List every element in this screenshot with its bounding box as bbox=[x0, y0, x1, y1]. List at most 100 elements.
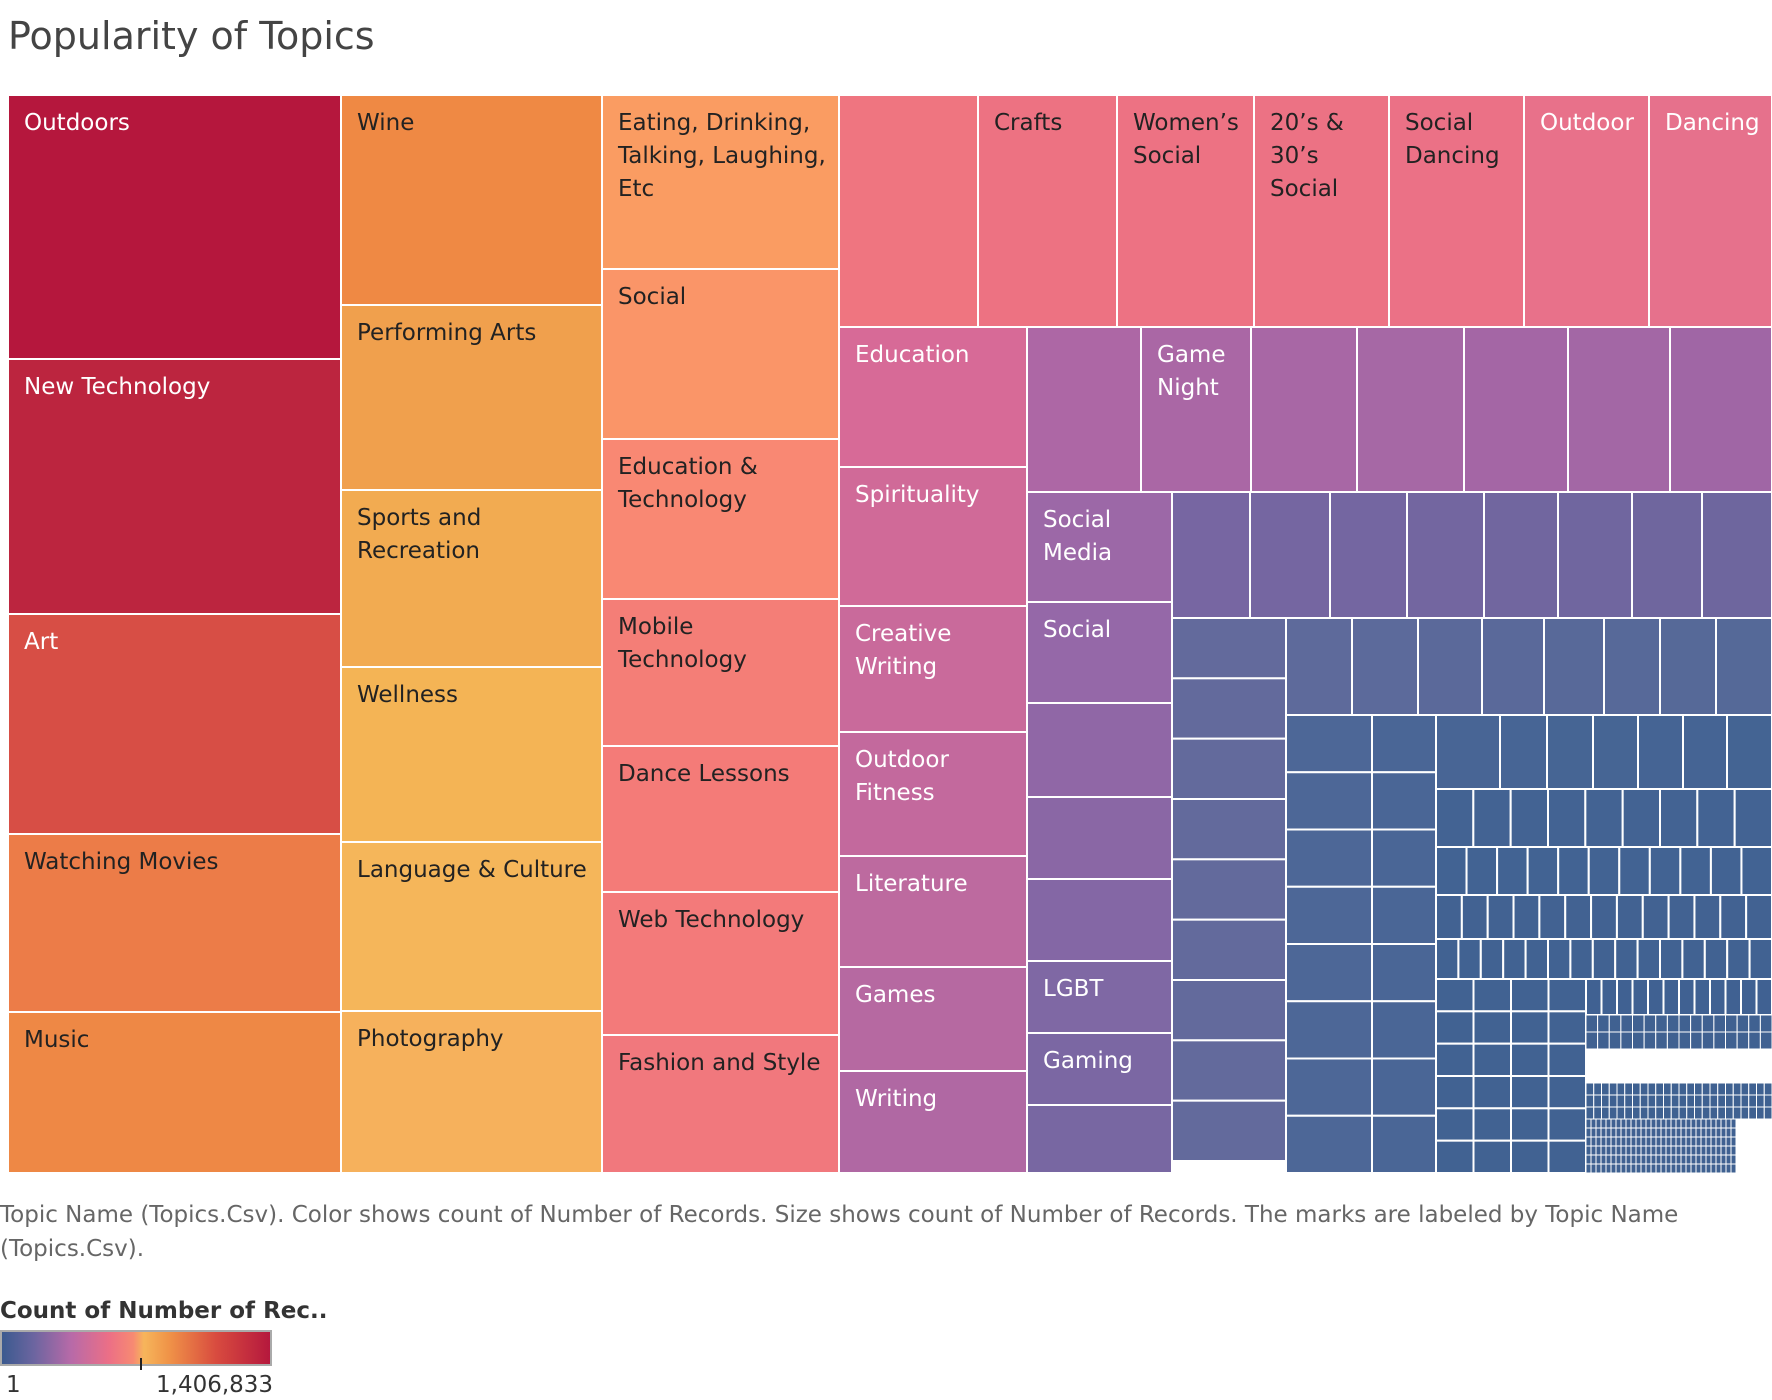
treemap-label-sports-and-recreation: Sports and Recreation bbox=[357, 505, 481, 564]
treemap-cell bbox=[1595, 1163, 1602, 1173]
treemap-label-social: Social bbox=[618, 284, 686, 310]
treemap-cell bbox=[1597, 1014, 1610, 1033]
treemap-cell bbox=[1756, 1106, 1765, 1120]
treemap-cell bbox=[1585, 1014, 1599, 1033]
treemap-cell bbox=[1632, 1094, 1641, 1108]
treemap-label-music: Music bbox=[24, 1027, 89, 1053]
treemap-cell bbox=[1592, 714, 1639, 790]
treemap-cell bbox=[1725, 1136, 1732, 1147]
treemap-cell bbox=[1605, 1136, 1612, 1147]
chart-caption: Topic Name (Topics.Csv). Color shows cou… bbox=[0, 1202, 1679, 1262]
treemap-cell bbox=[1171, 617, 1287, 680]
treemap-cell-gaming bbox=[1026, 1032, 1173, 1106]
treemap-cell bbox=[1351, 617, 1419, 716]
treemap-cell-wellness bbox=[340, 666, 603, 843]
treemap-cell bbox=[1509, 788, 1549, 848]
treemap-cell-outdoors bbox=[8, 95, 342, 360]
treemap-label-gaming: Gaming bbox=[1043, 1048, 1133, 1074]
treemap-cell bbox=[1660, 1118, 1667, 1129]
legend-color-bar bbox=[0, 1330, 272, 1366]
treemap-cell bbox=[1670, 1106, 1680, 1120]
treemap-cell bbox=[1026, 878, 1173, 962]
treemap-cell bbox=[1740, 978, 1758, 1016]
treemap-cell bbox=[1717, 1082, 1726, 1096]
treemap-cell bbox=[1720, 1118, 1727, 1129]
treemap-cell bbox=[1690, 1127, 1697, 1138]
treemap-cell bbox=[1636, 938, 1661, 980]
treemap-cell bbox=[1615, 894, 1644, 940]
treemap-cell bbox=[1640, 1163, 1647, 1173]
treemap-cell bbox=[1690, 1145, 1697, 1156]
treemap-cell bbox=[1435, 978, 1475, 1013]
treemap-cell bbox=[1715, 1136, 1722, 1147]
treemap-cell bbox=[1472, 1010, 1512, 1045]
treemap-cell bbox=[1587, 846, 1621, 896]
treemap-cell bbox=[1620, 1014, 1633, 1033]
treemap-label-social-media: Social Media bbox=[1043, 507, 1112, 566]
treemap-cell bbox=[1608, 1106, 1618, 1120]
treemap-cell bbox=[1695, 1118, 1702, 1129]
treemap-cell bbox=[1678, 1106, 1688, 1120]
treemap-cell bbox=[1645, 1136, 1652, 1147]
treemap-cell bbox=[1610, 1118, 1617, 1129]
treemap-cell bbox=[1669, 326, 1772, 493]
treemap-cell bbox=[1655, 1014, 1668, 1033]
treemap-cell bbox=[1701, 1106, 1711, 1120]
treemap-cell bbox=[1650, 1145, 1657, 1156]
treemap-cell bbox=[1486, 894, 1515, 940]
treemap-cell bbox=[1710, 1136, 1717, 1147]
treemap-cell bbox=[1600, 1118, 1607, 1129]
treemap-cell bbox=[1690, 1163, 1697, 1173]
treemap-cell bbox=[1635, 1118, 1642, 1129]
treemap-cell bbox=[1635, 1145, 1642, 1156]
treemap-cell bbox=[1285, 617, 1353, 716]
treemap-cell bbox=[1026, 326, 1142, 493]
treemap-cell bbox=[1605, 1127, 1612, 1138]
treemap-cell bbox=[1546, 714, 1594, 790]
treemap-cell bbox=[1171, 737, 1287, 801]
treemap-cell bbox=[1547, 1075, 1587, 1110]
treemap-cell bbox=[1585, 1082, 1595, 1096]
treemap-cell bbox=[1763, 1094, 1772, 1108]
treemap-cell bbox=[1329, 491, 1408, 619]
treemap-cell bbox=[1249, 491, 1331, 619]
treemap-cell bbox=[1660, 1127, 1667, 1138]
treemap-cell bbox=[1725, 1154, 1732, 1165]
treemap-cell bbox=[1678, 1082, 1688, 1096]
treemap-cell bbox=[1666, 1031, 1680, 1050]
treemap-cell bbox=[1597, 1031, 1610, 1050]
treemap-cell-social-dancing bbox=[1388, 95, 1525, 328]
treemap-label-social: Social bbox=[1043, 617, 1111, 643]
treemap-cell bbox=[1730, 1163, 1737, 1173]
treemap-cell bbox=[1615, 1145, 1622, 1156]
treemap-cell bbox=[1670, 1163, 1677, 1173]
treemap-cell bbox=[1510, 1075, 1550, 1110]
treemap-cell bbox=[1720, 1136, 1727, 1147]
treemap-cell bbox=[1605, 1145, 1612, 1156]
treemap-cell bbox=[1720, 1163, 1727, 1173]
treemap-cell bbox=[1725, 1118, 1732, 1129]
treemap-cell bbox=[1732, 1106, 1742, 1120]
treemap-cell bbox=[1670, 1145, 1677, 1156]
treemap-cell bbox=[1171, 798, 1287, 861]
treemap-cell bbox=[1615, 1163, 1622, 1173]
treemap-label-outdoor-fitness: Outdoor Fitness bbox=[855, 747, 949, 806]
treemap-cell bbox=[1026, 796, 1173, 880]
treemap-cell bbox=[1171, 918, 1287, 982]
treemap-cell bbox=[1660, 1163, 1667, 1173]
treemap-cell bbox=[1285, 1057, 1373, 1117]
treemap-cell bbox=[1655, 1094, 1664, 1108]
treemap-cell bbox=[1417, 617, 1483, 716]
treemap-cell bbox=[1709, 1094, 1719, 1108]
treemap-cell bbox=[1732, 1094, 1742, 1108]
treemap-cell bbox=[1694, 1094, 1703, 1108]
legend-max-label: 1,406,833 bbox=[156, 1372, 274, 1398]
treemap-cell bbox=[1585, 1118, 1592, 1129]
treemap-label-language-culture: Language & Culture bbox=[357, 857, 587, 883]
treemap-cell-web-technology bbox=[601, 891, 840, 1036]
treemap-cell bbox=[1620, 1118, 1627, 1129]
treemap-cell bbox=[1632, 1082, 1641, 1096]
treemap-cell bbox=[1595, 1145, 1602, 1156]
treemap-cell bbox=[1637, 714, 1684, 790]
treemap-cell bbox=[1665, 1118, 1672, 1129]
